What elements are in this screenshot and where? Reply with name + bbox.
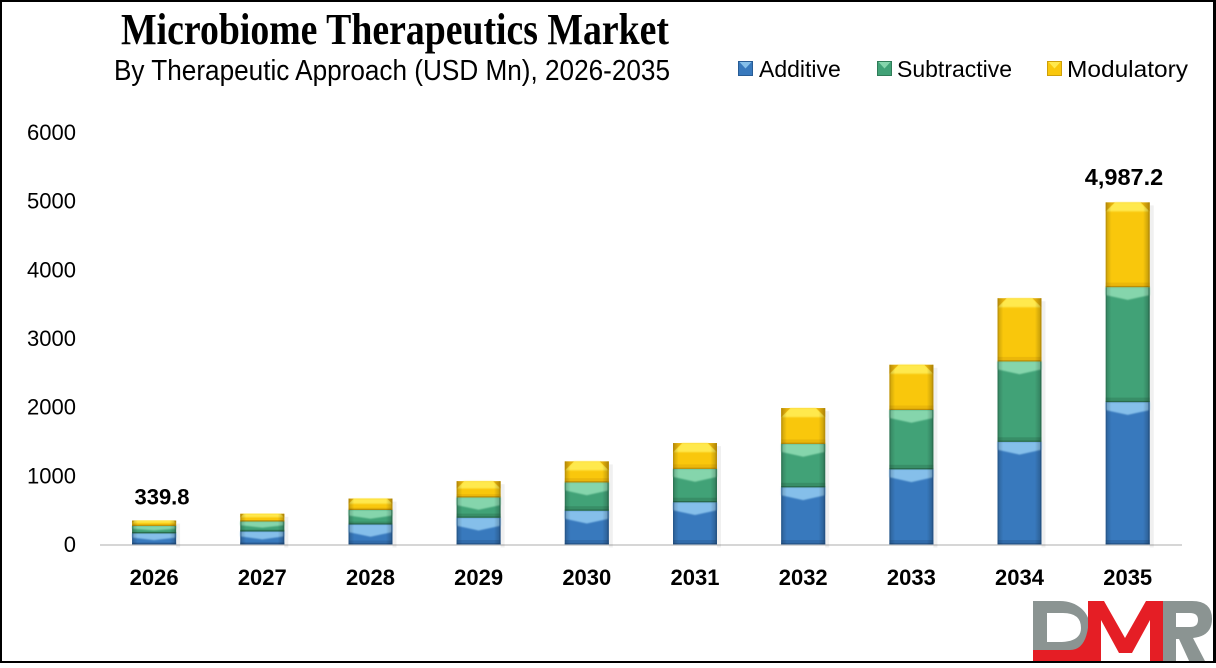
svg-text:2035: 2035 [1103, 565, 1152, 590]
svg-text:1000: 1000 [27, 463, 76, 488]
svg-text:4,987.2: 4,987.2 [1085, 164, 1163, 190]
svg-text:2031: 2031 [671, 565, 720, 590]
svg-text:Modulatory: Modulatory [1067, 56, 1189, 82]
svg-text:2034: 2034 [995, 565, 1045, 590]
svg-text:Subtractive: Subtractive [897, 56, 1012, 82]
svg-text:2030: 2030 [562, 565, 611, 590]
svg-text:Microbiome Therapeutics Market: Microbiome Therapeutics Market [121, 5, 669, 54]
svg-text:6000: 6000 [27, 120, 76, 145]
svg-text:2032: 2032 [779, 565, 828, 590]
svg-text:2000: 2000 [27, 395, 76, 420]
svg-text:5000: 5000 [27, 189, 76, 214]
svg-text:2029: 2029 [454, 565, 503, 590]
svg-text:2027: 2027 [238, 565, 287, 590]
svg-text:0: 0 [64, 532, 76, 557]
svg-text:2033: 2033 [887, 565, 936, 590]
svg-text:3000: 3000 [27, 326, 76, 351]
svg-text:2028: 2028 [346, 565, 395, 590]
svg-text:339.8: 339.8 [134, 485, 189, 510]
svg-text:4000: 4000 [27, 257, 76, 282]
svg-text:By Therapeutic Approach (USD M: By Therapeutic Approach (USD Mn), 2026-2… [114, 55, 670, 87]
svg-text:Additive: Additive [759, 56, 841, 82]
svg-text:2026: 2026 [130, 565, 179, 590]
